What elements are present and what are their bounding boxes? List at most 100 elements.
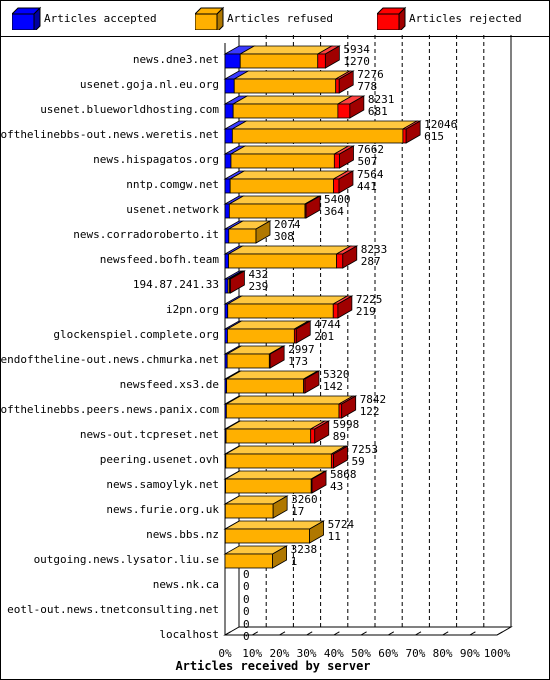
bar-segment-top-refused bbox=[227, 195, 321, 205]
row-label: i2pn.org bbox=[166, 303, 219, 316]
row-accepted-label: 43 bbox=[330, 480, 343, 493]
bar-segment-rejected bbox=[402, 128, 407, 144]
row-label: news.hispagatos.org bbox=[93, 153, 219, 166]
row-accepted-label: 173 bbox=[288, 355, 308, 368]
bar-segment-refused bbox=[224, 553, 273, 569]
x-tick bbox=[279, 631, 286, 636]
row-accepted-label: 507 bbox=[358, 155, 378, 168]
row-total-label: 8233 bbox=[361, 243, 388, 256]
row-label: peering.usenet.ovh bbox=[100, 453, 219, 466]
x-tick bbox=[251, 631, 259, 636]
row-total-label: 5868 bbox=[330, 468, 357, 481]
row-total-label: 0 bbox=[243, 568, 250, 581]
x-tick bbox=[360, 631, 367, 636]
bar-segment-refused bbox=[225, 403, 340, 419]
bar-end-face bbox=[230, 270, 245, 294]
bar-segment-rejected bbox=[333, 153, 340, 169]
row-accepted-label: 0 bbox=[243, 630, 250, 643]
bar-segment-refused bbox=[225, 478, 312, 494]
row-total-label: 5400 bbox=[324, 193, 351, 206]
bar-segment-rejected bbox=[332, 303, 339, 319]
row-label: usenet.goja.nl.eu.org bbox=[80, 78, 219, 91]
bar-segment-accepted bbox=[224, 253, 229, 269]
row-label: news.nk.ca bbox=[153, 578, 219, 591]
x-axis-title: Articles received by server bbox=[175, 659, 370, 673]
legend-accepted-label: Articles accepted bbox=[44, 12, 157, 25]
row-total-label: 2997 bbox=[288, 343, 315, 356]
bar-segment-rejected bbox=[336, 253, 344, 269]
x-tick bbox=[496, 631, 503, 636]
row-accepted-label: 1 bbox=[291, 555, 298, 568]
bar-end-face bbox=[269, 345, 285, 369]
row-label: outgoing.news.lysator.liu.se bbox=[34, 553, 219, 566]
bar-segment-top-refused bbox=[224, 395, 355, 405]
row-total-label: 0 bbox=[243, 593, 250, 606]
bar-segment-refused bbox=[239, 53, 319, 69]
row-label: glockenspiel.complete.org bbox=[53, 328, 219, 341]
row-total-label: 2074 bbox=[274, 218, 301, 231]
row-total-label: 5934 bbox=[343, 43, 370, 56]
row-label: news.dne3.net bbox=[133, 53, 219, 66]
row-total-label: 3238 bbox=[291, 543, 318, 556]
row-total-label: 7564 bbox=[357, 168, 384, 181]
x-tick-label: 70% bbox=[405, 647, 425, 660]
bar-segment-accepted bbox=[224, 178, 231, 194]
floor-plane bbox=[223, 626, 513, 636]
x-tick-label: 50% bbox=[351, 647, 371, 660]
bar-segment-top-refused bbox=[229, 145, 350, 155]
row-accepted-label: 681 bbox=[368, 105, 388, 118]
bar-segment-refused bbox=[230, 153, 335, 169]
row-total-label: 0 bbox=[243, 618, 250, 631]
bar-segment-top-refused bbox=[224, 470, 327, 480]
legend-refused-label: Articles refused bbox=[227, 12, 333, 25]
bar-end-face bbox=[304, 370, 320, 394]
x-tick-label: 30% bbox=[297, 647, 317, 660]
row-total-label: 7662 bbox=[358, 143, 385, 156]
row-total-label: 5320 bbox=[323, 368, 350, 381]
bar-segment-refused bbox=[224, 528, 310, 544]
bar-segment-top-refused bbox=[227, 245, 353, 255]
row-label: eotl-out.news.tnetconsulting.net bbox=[7, 603, 219, 616]
bar-end-face bbox=[341, 395, 357, 419]
row-accepted-label: 17 bbox=[291, 505, 304, 518]
row-accepted-label: 1270 bbox=[343, 55, 370, 68]
row-accepted-label: 308 bbox=[274, 230, 294, 243]
row-accepted-label: 239 bbox=[248, 280, 268, 293]
bar-segment-accepted bbox=[224, 278, 229, 294]
bar-segment-refused bbox=[232, 103, 339, 119]
bar-end-face bbox=[295, 320, 311, 344]
legend-refused: Articles refused bbox=[195, 6, 365, 30]
bar-segment-top-refused bbox=[226, 295, 349, 305]
row-label: news.bbs.nz bbox=[146, 528, 219, 541]
x-tick bbox=[387, 631, 395, 636]
row-label: news.furie.org.uk bbox=[106, 503, 219, 516]
row-label: news-out.tcpreset.net bbox=[80, 428, 219, 441]
bar-end-face bbox=[338, 70, 354, 94]
row-accepted-label: 441 bbox=[357, 180, 377, 193]
x-tick bbox=[415, 631, 422, 636]
bar-segment-rejected bbox=[338, 403, 343, 419]
row-accepted-label: 364 bbox=[324, 205, 344, 218]
bar-end-face bbox=[324, 45, 340, 69]
bar-end-face bbox=[311, 470, 327, 494]
row-total-label: 432 bbox=[248, 268, 268, 281]
bar-end-face bbox=[309, 520, 324, 544]
bar-segment-accepted bbox=[224, 153, 232, 169]
bar-segment-refused bbox=[225, 453, 332, 469]
row-accepted-label: 287 bbox=[361, 255, 381, 268]
x-tick bbox=[442, 631, 449, 636]
bar-segment-accepted bbox=[224, 128, 233, 144]
legend-rejected-label: Articles rejected bbox=[409, 12, 522, 25]
bar-segment-top-refused bbox=[224, 420, 327, 430]
row-total-label: 3260 bbox=[291, 493, 318, 506]
bar-segment-accepted bbox=[224, 228, 230, 244]
legend-refused-swatch bbox=[195, 6, 225, 30]
bar-segment-refused bbox=[227, 328, 295, 344]
bar-segment-refused bbox=[224, 503, 274, 519]
bar-segment-accepted bbox=[224, 203, 230, 219]
row-total-label: 7253 bbox=[352, 443, 379, 456]
row-label: usenet.network bbox=[126, 203, 219, 216]
x-tick-label: 60% bbox=[378, 647, 398, 660]
legend-accepted-swatch bbox=[12, 6, 42, 30]
bar-segment-refused bbox=[229, 178, 334, 194]
